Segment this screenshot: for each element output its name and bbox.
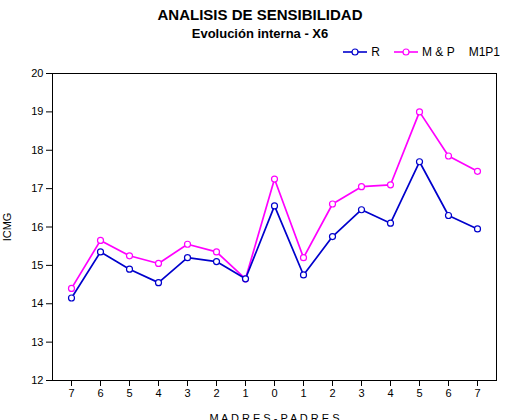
svg-text:3: 3 xyxy=(358,387,364,399)
html-text:M1P1: M1P1 xyxy=(468,45,500,59)
svg-text:2: 2 xyxy=(329,387,335,399)
svg-text:5: 5 xyxy=(126,387,132,399)
svg-text:15: 15 xyxy=(31,259,43,271)
svg-text:7: 7 xyxy=(68,387,74,399)
svg-text:14: 14 xyxy=(31,297,43,309)
svg-text:3: 3 xyxy=(184,387,190,399)
svg-text:17: 17 xyxy=(31,182,43,194)
svg-text:1: 1 xyxy=(242,387,248,399)
html-text:ANALISIS DE SENSIBILIDAD: ANALISIS DE SENSIBILIDAD xyxy=(157,6,363,23)
svg-text:6: 6 xyxy=(445,387,451,399)
html-text:R: R xyxy=(371,45,380,59)
svg-text:18: 18 xyxy=(31,144,43,156)
html-text:M & P: M & P xyxy=(422,45,455,59)
svg-text:20: 20 xyxy=(31,67,43,79)
svg-text:1: 1 xyxy=(300,387,306,399)
svg-text:12: 12 xyxy=(31,374,43,386)
svg-text:M A D R E S - P A D R E S: M A D R E S - P A D R E S xyxy=(209,412,339,420)
svg-text:ICMG: ICMG xyxy=(1,213,13,242)
svg-text:7: 7 xyxy=(474,387,480,399)
svg-text:4: 4 xyxy=(155,387,161,399)
svg-text:2: 2 xyxy=(213,387,219,399)
html-text:Evolución interna - X6: Evolución interna - X6 xyxy=(191,26,329,41)
svg-text:4: 4 xyxy=(387,387,393,399)
svg-text:19: 19 xyxy=(31,105,43,117)
svg-text:13: 13 xyxy=(31,336,43,348)
svg-text:16: 16 xyxy=(31,221,43,233)
svg-text:6: 6 xyxy=(97,387,103,399)
svg-text:5: 5 xyxy=(416,387,422,399)
svg-text:0: 0 xyxy=(271,387,277,399)
